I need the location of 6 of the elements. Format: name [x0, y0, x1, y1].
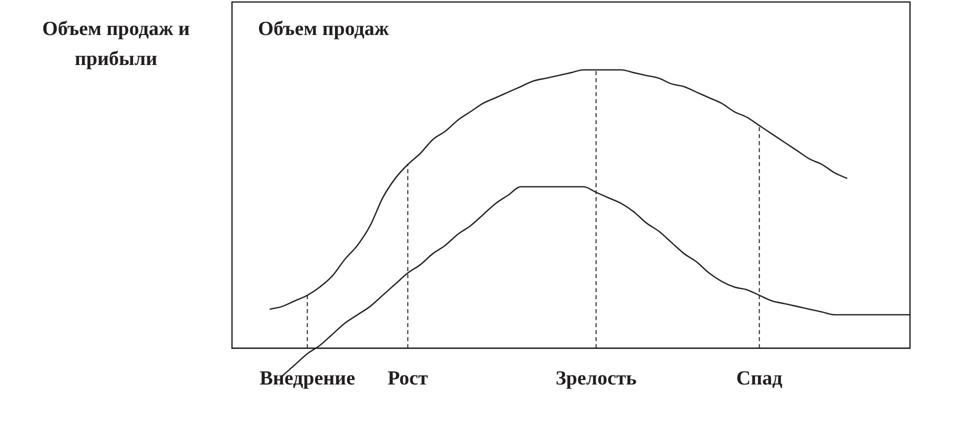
- x-tick-label: Спад: [736, 367, 782, 390]
- y-axis-title: Объем продаж и прибыли: [42, 18, 190, 70]
- x-tick-label: Зрелость: [556, 367, 638, 390]
- x-tick-label: Рост: [388, 367, 428, 390]
- x-tick-label: Внедрение: [260, 367, 356, 390]
- text: Объем продаж: [258, 18, 390, 40]
